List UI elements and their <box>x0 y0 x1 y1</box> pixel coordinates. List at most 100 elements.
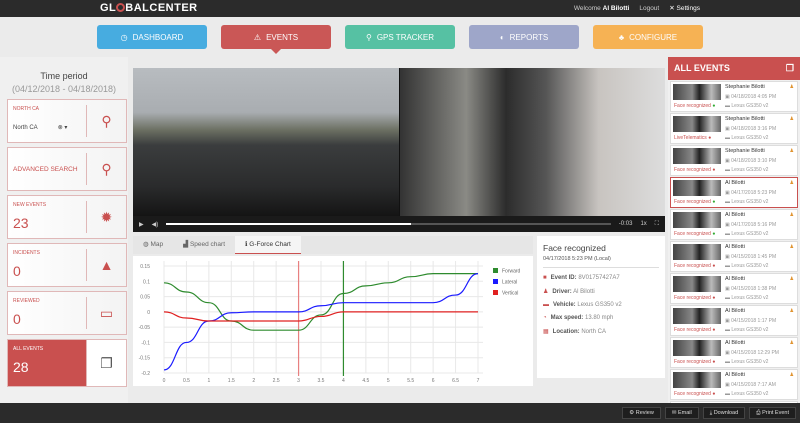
location-row: ▦ Location: North CA <box>543 329 607 335</box>
event-list-item[interactable]: Al Bilotti ▣ 04/15/2018 12:29 PM ▬ Lexus G… <box>670 337 798 368</box>
reviewed-card[interactable]: REVIEWED 0 ▭ <box>7 291 127 335</box>
playback-rate[interactable]: 1x <box>640 221 647 227</box>
driver-avatar-icon: ♟ <box>789 276 794 282</box>
event-thumbnail <box>673 340 721 356</box>
event-thumbnail <box>673 244 721 260</box>
legend-swatch <box>493 279 498 284</box>
region-filter[interactable]: NORTH CA North CA ⊗ ▾ ⚲ <box>7 99 127 143</box>
top-bar: GL BALCENTER Welcome Al Bilotti Logout ✕ … <box>0 0 800 17</box>
warning-icon: ▲ <box>86 249 126 281</box>
event-list-item[interactable]: Al Bilotti ▣ 04/15/2018 1:45 PM ▬ Lexus GS… <box>670 241 798 272</box>
region-label: NORTH CA <box>13 106 40 112</box>
event-title: Face recognized <box>543 243 606 253</box>
y-tick-label: 0.05 <box>140 295 150 301</box>
y-tick-label: 0.1 <box>143 279 150 285</box>
nav-gps-tracker[interactable]: ⚲ GPS TRACKER <box>345 25 455 49</box>
collapse-icon[interactable]: ❐ <box>785 63 794 73</box>
event-list-item[interactable]: Stephanie Bilotti ▣ 04/18/2018 3:16 PM ▬ L… <box>670 113 798 144</box>
logout-link[interactable]: Logout <box>639 4 660 12</box>
nav-icon: ◷ <box>120 32 128 42</box>
driver-avatar-icon: ♟ <box>789 84 794 90</box>
search-icon: ⚲ <box>86 153 126 185</box>
folders-icon: ❐ <box>86 340 126 386</box>
y-tick-label: -0.2 <box>141 371 150 377</box>
x-tick-label: 2.5 <box>273 378 280 384</box>
x-tick-label: 6.5 <box>452 378 459 384</box>
x-tick-label: 7 <box>477 378 480 384</box>
print-event-button[interactable]: ⎙ Print Event <box>749 407 796 419</box>
series-line-forward <box>163 273 478 331</box>
event-thumbnail <box>673 276 721 292</box>
all-events-card[interactable]: ALL EVENTS 28 ❐ <box>7 339 127 387</box>
x-tick-label: 2 <box>252 378 255 384</box>
video-player[interactable]: ▶ ◀) -0:03 1x ⛶ <box>133 68 665 232</box>
event-list-item[interactable]: Al Bilotti ▣ 04/15/2018 7:17 AM ▬ Lexus GS… <box>670 369 798 400</box>
nav-configure[interactable]: ♣ CONFIGURE <box>593 25 703 49</box>
event-thumbnail <box>673 148 721 164</box>
x-tick-label: 5 <box>387 378 390 384</box>
seek-bar[interactable] <box>166 223 611 225</box>
car-icon: ▬ <box>543 302 549 308</box>
driver-avatar-icon: ♟ <box>789 340 794 346</box>
road-camera-view <box>133 68 399 216</box>
x-tick-label: 1 <box>207 378 210 384</box>
new-events-card[interactable]: NEW EVENTS 23 ✹ <box>7 195 127 239</box>
event-list-item[interactable]: Al Bilotti▣ ▬ ♟ <box>670 401 798 403</box>
play-icon[interactable]: ▶ <box>139 221 144 228</box>
tab-map[interactable]: ◍ Map <box>143 241 164 248</box>
region-select[interactable]: North CA ⊗ ▾ <box>13 125 68 131</box>
time-period[interactable]: Time period (04/12/2018 - 04/18/2018) <box>11 71 117 94</box>
x-tick-label: 6 <box>432 378 435 384</box>
y-tick-label: -0.1 <box>141 340 150 346</box>
legend-swatch <box>493 290 498 295</box>
driver-avatar-icon: ♟ <box>789 148 794 154</box>
gforce-chart: 0.15 0.1 0.05 0 -0.05 -0.1 -0.15 -0.2 0 0.5 1 1.5 2 2… <box>133 256 533 386</box>
x-tick-label: 0 <box>163 378 166 384</box>
y-tick-label: 0.15 <box>140 264 150 270</box>
driver-avatar-icon: ♟ <box>789 244 794 250</box>
legend-label: Vertical <box>502 291 518 297</box>
driver-avatar-icon: ♟ <box>789 116 794 122</box>
driver-avatar-icon: ♟ <box>789 212 794 218</box>
advanced-search-button[interactable]: ADVANCED SEARCH ⚲ <box>7 147 127 191</box>
nav-icon: ⚠ <box>253 32 262 42</box>
event-id-row: ■ Event ID: 8V01757427A7 <box>543 275 620 281</box>
x-tick-label: 1.5 <box>228 378 235 384</box>
event-datetime: 04/17/2018 5:23 PM (Local) <box>543 256 659 268</box>
event-thumbnail <box>673 212 721 228</box>
x-tick-label: 5.5 <box>407 378 414 384</box>
event-list-item[interactable]: Al Bilotti ▣ 04/15/2018 1:17 PM ▬ Lexus GS… <box>670 305 798 336</box>
y-tick-label: 0 <box>147 310 150 316</box>
event-thumbnail <box>673 308 721 324</box>
y-tick-label: -0.15 <box>139 356 151 362</box>
legend-label: Lateral <box>502 280 517 286</box>
email-button[interactable]: ✉ Email <box>664 407 699 419</box>
event-thumbnail <box>673 372 721 388</box>
event-list-item[interactable]: Stephanie Bilotti ▣ 04/18/2018 3:10 PM ▬ L… <box>670 145 798 176</box>
download-button[interactable]: ⤓ Download <box>702 407 746 419</box>
legend-swatch <box>493 268 498 273</box>
driver-row: ♟ Driver: Al Bilotti <box>543 289 595 295</box>
review-button[interactable]: ⚙ Review <box>622 407 661 419</box>
event-thumbnail <box>673 84 721 100</box>
event-list-item[interactable]: Al Bilotti ▣ 04/17/2018 5:23 PM ▬ Lexus GS… <box>670 177 798 208</box>
incidents-card[interactable]: INCIDENTS 0 ▲ <box>7 243 127 287</box>
tab-speed-chart[interactable]: ▟ Speed chart <box>183 241 226 248</box>
event-list-item[interactable]: Al Bilotti ▣ 04/15/2018 1:38 PM ▬ Lexus GS… <box>670 273 798 304</box>
settings-link[interactable]: ✕ Settings <box>669 5 700 12</box>
fullscreen-icon[interactable]: ⛶ <box>654 220 659 227</box>
x-tick-label: 3 <box>297 378 300 384</box>
events-panel: ALL EVENTS ❐ Stephanie Bilotti ▣ 04/18/201… <box>668 57 800 403</box>
vehicle-row: ▬ Vehicle: Lexus GS350 v2 <box>543 302 622 308</box>
driver-avatar-icon: ♟ <box>789 372 794 378</box>
tab-gforce-chart[interactable]: ℹ G-Force Chart <box>235 236 301 254</box>
event-list-item[interactable]: Stephanie Bilotti ▣ 04/18/2018 4:05 PM ▬ L… <box>670 81 798 112</box>
bottom-toolbar: ⚙ Review ✉ Email ⤓ Download ⎙ Print Even… <box>0 403 800 423</box>
event-list-item[interactable]: Al Bilotti ▣ 04/17/2018 5:16 PM ▬ Lexus GS… <box>670 209 798 240</box>
volume-icon[interactable]: ◀) <box>151 221 159 228</box>
monitor-icon: ▭ <box>86 297 126 329</box>
nav-dashboard[interactable]: ◷ DASHBOARD <box>97 25 207 49</box>
legend-label: Forward <box>502 269 521 275</box>
nav-reports[interactable]: ◐ REPORTS <box>469 25 579 49</box>
nav-events[interactable]: ⚠ EVENTS <box>221 25 331 54</box>
